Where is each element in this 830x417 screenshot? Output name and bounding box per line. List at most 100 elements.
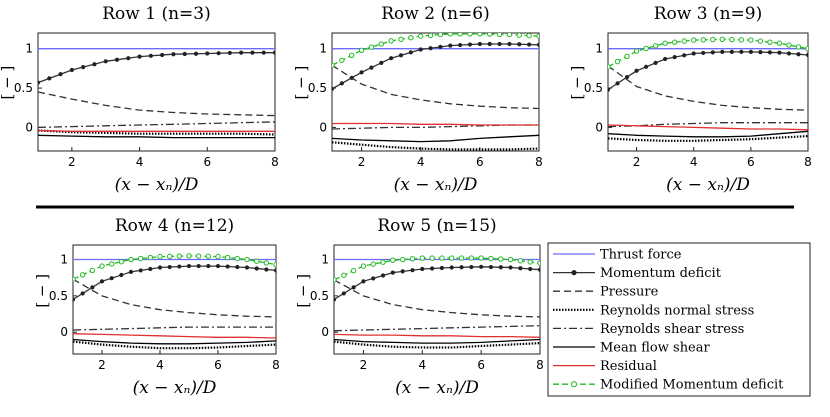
series-marker-modified xyxy=(537,260,540,266)
y-tick-label: 0.5 xyxy=(310,289,329,303)
series-line-momentum xyxy=(608,51,808,91)
series-marker-momentum xyxy=(371,276,376,281)
series-marker-momentum xyxy=(38,80,41,85)
series-marker-modified xyxy=(195,253,202,259)
series-marker-momentum xyxy=(206,263,211,269)
series-marker-momentum xyxy=(186,263,192,269)
series-marker-modified xyxy=(429,255,435,261)
series-marker-momentum xyxy=(398,53,404,58)
series-marker-modified xyxy=(536,33,539,39)
x-tick-label: 2 xyxy=(68,155,76,169)
x-tick-label: 8 xyxy=(535,155,543,169)
legend-entry-rss: Reynolds shear stress xyxy=(553,322,744,337)
series-marker-momentum xyxy=(777,50,782,55)
series-line-modified xyxy=(608,38,808,68)
series-marker-momentum xyxy=(488,264,494,270)
panel-title: Row 3 (n=9) xyxy=(654,4,762,24)
series-marker-modified xyxy=(419,255,425,261)
series-marker-momentum xyxy=(459,265,464,270)
series-marker-momentum xyxy=(469,264,474,270)
series-marker-momentum xyxy=(349,75,354,80)
series-marker-momentum xyxy=(498,265,503,270)
x-tick-label: 4 xyxy=(417,155,425,169)
series-marker-modified xyxy=(273,261,276,268)
series-marker-momentum xyxy=(439,265,445,271)
series-marker-momentum xyxy=(273,268,276,273)
series-marker-momentum xyxy=(608,87,611,92)
y-tick-label: 1 xyxy=(595,42,603,56)
series-marker-modified xyxy=(147,254,154,261)
x-tick-label: 4 xyxy=(690,155,698,169)
series-marker-momentum xyxy=(634,68,639,73)
series-marker-momentum xyxy=(196,263,201,269)
series-group xyxy=(608,36,808,142)
series-line-pressure xyxy=(38,91,275,117)
series-marker-modified xyxy=(795,44,802,50)
series-marker-modified xyxy=(691,37,697,43)
series-marker-momentum xyxy=(786,51,792,56)
series-marker-momentum xyxy=(160,52,165,58)
series-marker-momentum xyxy=(332,86,335,91)
series-line-residual xyxy=(73,333,276,339)
series-marker-modified xyxy=(118,259,125,265)
legend-box xyxy=(547,242,811,397)
x-tick-label: 2 xyxy=(360,358,368,372)
series-marker-momentum xyxy=(527,42,532,47)
series-marker-modified xyxy=(506,33,513,38)
series-marker-modified xyxy=(358,47,365,54)
series-marker-momentum xyxy=(119,272,124,278)
series-marker-momentum xyxy=(109,276,114,281)
x-tick-label: 6 xyxy=(747,155,755,169)
series-marker-momentum xyxy=(390,270,395,275)
y-tick-label: 0 xyxy=(25,120,33,134)
series-line-rns xyxy=(334,340,540,349)
series-marker-momentum xyxy=(710,50,715,55)
series-marker-momentum xyxy=(92,62,97,67)
x-tick-label: 4 xyxy=(418,358,426,372)
series-marker-momentum xyxy=(81,64,86,70)
series-marker-modified xyxy=(253,258,260,264)
x-tick-label: 8 xyxy=(804,155,812,169)
series-marker-momentum xyxy=(528,266,533,272)
series-marker-momentum xyxy=(429,266,435,271)
series-line-rns xyxy=(73,340,276,350)
series-marker-momentum xyxy=(182,51,187,57)
series-marker-momentum xyxy=(90,285,95,290)
series-marker-modified xyxy=(662,40,668,46)
series-marker-modified xyxy=(427,33,434,39)
series-marker-momentum xyxy=(148,266,153,272)
series-marker-momentum xyxy=(449,265,454,270)
y-tick-label: 0 xyxy=(319,120,327,134)
series-marker-momentum xyxy=(58,72,63,77)
series-marker-modified xyxy=(643,45,649,52)
series-line-modified xyxy=(73,255,276,280)
x-tick-label: 2 xyxy=(358,155,366,169)
series-group xyxy=(38,48,275,139)
series-marker-modified xyxy=(224,254,231,261)
panel-title: Row 4 (n=12) xyxy=(115,216,234,236)
series-marker-momentum xyxy=(748,49,753,54)
series-marker-momentum xyxy=(264,267,269,272)
series-marker-modified xyxy=(108,261,115,267)
series-marker-momentum xyxy=(729,49,734,54)
series-line-rns xyxy=(608,135,808,142)
series-marker-momentum xyxy=(171,52,176,57)
legend-label: Residual xyxy=(600,359,657,374)
series-marker-momentum xyxy=(369,65,374,70)
x-tick-label: 8 xyxy=(272,358,280,372)
series-marker-momentum xyxy=(47,76,52,81)
series-marker-modified xyxy=(671,39,678,45)
series-marker-modified xyxy=(166,253,173,260)
series-marker-modified xyxy=(439,255,445,261)
legend-entry-mfs: Mean flow shear xyxy=(553,341,711,356)
series-line-modified xyxy=(332,33,539,66)
series-marker-modified xyxy=(805,46,808,52)
series-marker-modified xyxy=(339,57,345,63)
series-marker-modified xyxy=(700,37,706,43)
series-marker-modified xyxy=(349,52,355,58)
series-line-rss xyxy=(334,325,540,332)
series-marker-modified xyxy=(496,33,503,38)
series-marker-modified xyxy=(477,33,483,37)
series-marker-modified xyxy=(608,64,611,70)
series-marker-modified xyxy=(418,33,424,39)
